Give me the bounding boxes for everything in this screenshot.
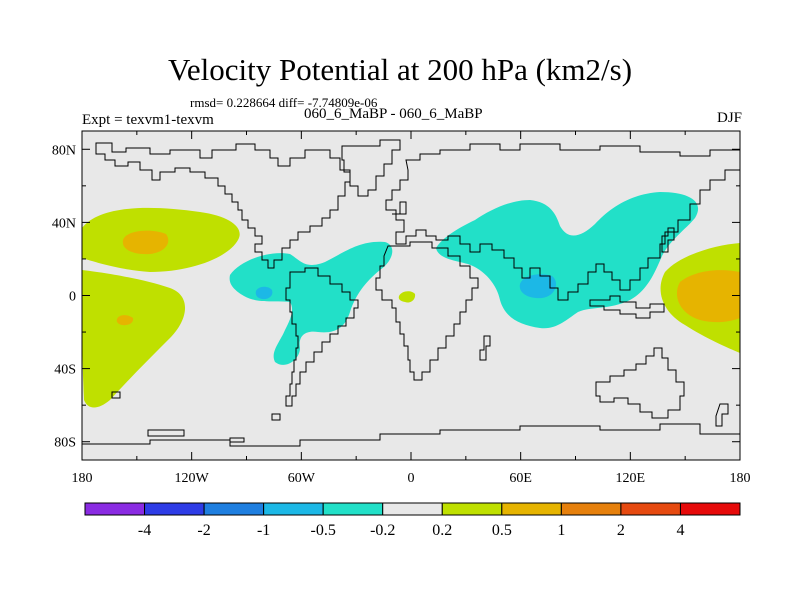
coastline-greenland — [341, 139, 401, 197]
coastline-island-falklands — [271, 413, 281, 421]
colorbar-label: -0.5 — [311, 522, 336, 539]
axis-ticks — [81, 131, 741, 460]
plot-title: Velocity Potential at 200 hPa (km2/s) — [167, 52, 633, 87]
stats-label: rmsd= 0.228664 diff= -7.74809e-06 — [190, 95, 378, 110]
coastline-antarctic-inlet — [147, 429, 185, 437]
contour-negative-asia — [436, 192, 699, 329]
colorbar-swatch — [441, 502, 503, 516]
colorbar-label: -0.2 — [370, 522, 395, 539]
season-label: DJF — [716, 110, 742, 126]
coastlines — [82, 139, 740, 447]
coastline-australia — [595, 347, 685, 419]
colorbar-label: 2 — [617, 522, 625, 539]
colorbar-label: -4 — [138, 522, 151, 539]
x-tick-label: 120E — [616, 471, 646, 486]
colorbar-swatch — [382, 502, 443, 516]
colorbar-swatch — [322, 502, 384, 516]
case-label: 060_6_MaBP - 060_6_MaBP — [304, 106, 483, 122]
colorbar-swatch — [679, 502, 741, 516]
contour-core-west-pacific — [676, 270, 740, 323]
colorbar-label: 0.5 — [492, 522, 512, 539]
coastline-south-america — [285, 267, 359, 407]
coastline-north-america — [95, 142, 351, 269]
colorbar-swatch — [263, 502, 324, 516]
colorbar-label: -2 — [197, 522, 210, 539]
y-tick-label: 80S — [54, 436, 76, 451]
x-tick-label: 120W — [175, 471, 210, 486]
colorbar-swatch — [501, 502, 562, 516]
coastline-island-pacific — [111, 391, 121, 399]
coastline-indonesia — [589, 295, 665, 319]
y-tick-label: 40N — [52, 216, 76, 231]
coastline-madagascar — [479, 335, 491, 361]
colorbar-label: 4 — [676, 522, 684, 539]
colorbar-swatch — [620, 502, 681, 516]
colorbar-swatch — [144, 502, 205, 516]
coastline-japan — [661, 227, 675, 253]
colorbar-swatch — [560, 502, 622, 516]
contour-core-south-pacific — [116, 315, 134, 326]
y-tick-label: 0 — [69, 290, 76, 305]
coastline-antarctic-inlet-2 — [229, 437, 245, 443]
coastline-island-uk — [392, 201, 407, 215]
coastline-africa — [375, 241, 479, 381]
colorbar-label: 1 — [557, 522, 565, 539]
experiment-label: Expt = texvm1-texvm — [82, 112, 214, 128]
contour-core-indian-ocean — [519, 274, 557, 299]
x-tick-label: 0 — [408, 471, 415, 486]
coastline-eurasia — [385, 143, 740, 301]
colorbar-swatch — [84, 502, 146, 516]
x-tick-label: 60W — [288, 471, 316, 486]
colorbar-label: -1 — [257, 522, 270, 539]
coastline-new-zealand — [715, 403, 729, 427]
axis-labels: 80N 40N 0 40S 80S 180 120W 60W 0 60E 120E 180 — [52, 143, 751, 486]
x-tick-label: 60E — [509, 471, 532, 486]
contour-core-east-pacific — [122, 230, 169, 255]
colorbar-label: 0.2 — [432, 522, 452, 539]
contour-fields — [82, 192, 740, 408]
x-tick-label: 180 — [72, 471, 93, 486]
contour-negative-americas — [229, 241, 393, 365]
contour-core-south-america — [255, 286, 273, 300]
contour-positive-south-pacific — [82, 270, 186, 408]
y-tick-label: 40S — [54, 363, 76, 378]
contour-positive-africa — [398, 291, 416, 303]
y-tick-label: 80N — [52, 143, 76, 158]
colorbar: -4 -2 -1 -0.5 -0.2 0.2 0.5 1 2 4 — [84, 502, 741, 539]
x-tick-label: 180 — [730, 471, 751, 486]
colorbar-swatch — [203, 502, 265, 516]
